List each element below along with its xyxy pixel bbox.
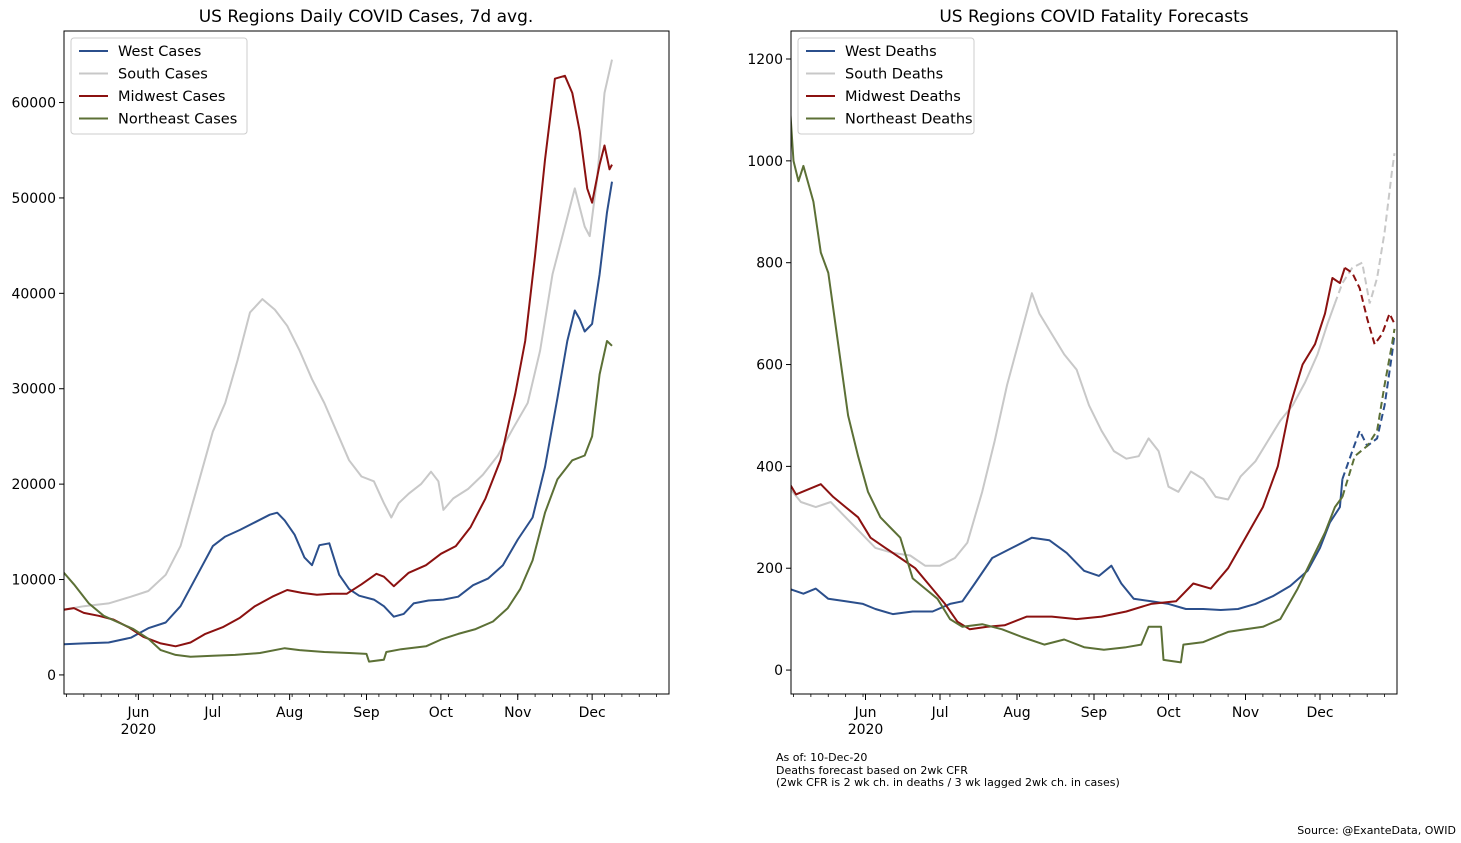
y-tick-label: 50000 bbox=[11, 191, 56, 207]
legend-label-west: West Cases bbox=[118, 44, 201, 60]
x-tick-label: Sep bbox=[1081, 705, 1108, 721]
deaths-legend: West Deaths South Deaths Midwest Deaths Nor… bbox=[797, 37, 975, 135]
y-tick-label: 10000 bbox=[11, 573, 56, 589]
plot-frame bbox=[790, 30, 1398, 695]
y-tick-label: 0 bbox=[774, 663, 783, 679]
source-credit: Source: @ExanteData, OWID bbox=[1297, 824, 1456, 837]
y-tick-label: 400 bbox=[756, 459, 783, 475]
midwest-deaths-line bbox=[791, 267, 1346, 631]
note-line-definition: (2wk CFR is 2 wk ch. in deaths / 3 wk la… bbox=[776, 776, 1120, 789]
northeast-deaths-line bbox=[791, 107, 1344, 664]
legend-box bbox=[797, 37, 975, 135]
x-tick-label: Nov bbox=[504, 705, 531, 721]
legend-label-northeast: Northeast Deaths bbox=[845, 112, 973, 128]
northeast-cases-line bbox=[64, 340, 613, 663]
west-deaths-line bbox=[791, 479, 1344, 616]
x-tick-sublabel: 2020 bbox=[848, 722, 884, 738]
y-tick-label: 800 bbox=[756, 256, 783, 272]
legend-label-northeast: Northeast Cases bbox=[118, 112, 237, 128]
y-tick-label: 1000 bbox=[747, 154, 783, 170]
legend-label-west: West Deaths bbox=[845, 44, 937, 60]
y-tick-label: 40000 bbox=[11, 286, 56, 302]
south-cases-line bbox=[64, 59, 613, 611]
legend-label-midwest: Midwest Deaths bbox=[845, 89, 961, 105]
x-tick-label: Dec bbox=[1306, 705, 1333, 721]
plot-frame bbox=[63, 30, 670, 695]
y-tick-label: 30000 bbox=[11, 382, 56, 398]
x-tick-label: Oct bbox=[1156, 705, 1181, 721]
x-tick-label: Sep bbox=[353, 705, 380, 721]
x-tick-sublabel: 2020 bbox=[121, 722, 157, 738]
midwest-cases-line bbox=[64, 74, 613, 648]
x-tick-label: Jun bbox=[854, 705, 877, 721]
x-tick-label: Dec bbox=[579, 705, 606, 721]
y-tick-label: 1200 bbox=[747, 52, 783, 68]
note-line-as-of: As of: 10-Dec-20 bbox=[776, 751, 868, 764]
south-deaths-line bbox=[791, 292, 1336, 567]
legend-label-midwest: Midwest Cases bbox=[118, 89, 225, 105]
west-cases-line bbox=[64, 181, 613, 646]
x-tick-label: Aug bbox=[276, 705, 303, 721]
forecast-note: As of: 10-Dec-20 Deaths forecast based o… bbox=[776, 751, 1120, 790]
legend-box bbox=[70, 37, 248, 135]
west-deaths-forecast-line bbox=[1341, 333, 1396, 480]
midwest-deaths-forecast-line bbox=[1344, 266, 1396, 347]
y-tick-label: 0 bbox=[47, 668, 56, 684]
y-tick-label: 600 bbox=[756, 358, 783, 374]
x-tick-label: Jul bbox=[931, 705, 949, 721]
note-line-method: Deaths forecast based on 2wk CFR bbox=[776, 763, 968, 777]
y-tick-label: 200 bbox=[756, 561, 783, 577]
legend-label-south: South Deaths bbox=[845, 67, 943, 83]
y-tick-label: 60000 bbox=[11, 96, 56, 112]
x-tick-label: Jun bbox=[126, 705, 149, 721]
x-tick-label: Nov bbox=[1232, 705, 1259, 721]
south-deaths-forecast-line bbox=[1333, 153, 1396, 304]
x-tick-label: Oct bbox=[429, 705, 454, 721]
deaths-chart-title: US Regions COVID Fatality Forecasts bbox=[939, 7, 1248, 27]
x-tick-label: Jul bbox=[203, 705, 221, 721]
x-tick-label: Aug bbox=[1003, 705, 1030, 721]
cases-chart-title: US Regions Daily COVID Cases, 7d avg. bbox=[199, 7, 534, 27]
northeast-deaths-forecast-line bbox=[1341, 328, 1396, 498]
cases-legend: West Cases South Cases Midwest Cases Northe… bbox=[70, 37, 248, 135]
legend-label-south: South Cases bbox=[118, 67, 208, 83]
y-tick-label: 20000 bbox=[11, 477, 56, 493]
